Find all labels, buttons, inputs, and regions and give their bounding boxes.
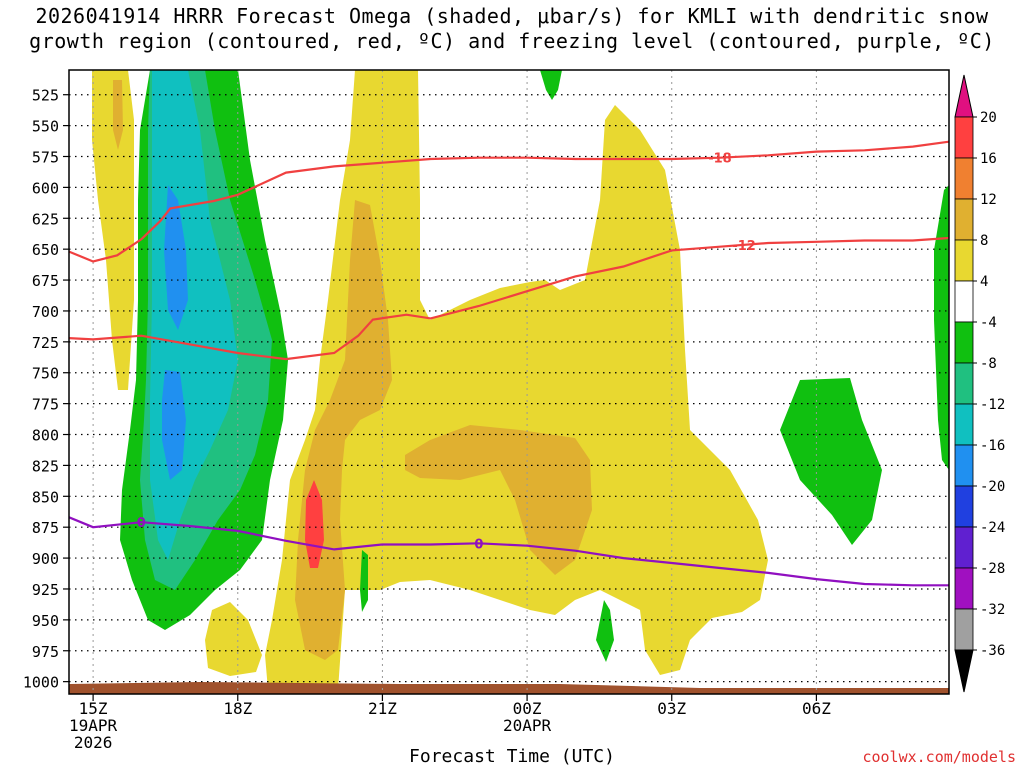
omega-rising-area-bottom-left [205, 602, 262, 676]
y-tick-label: 800 [32, 427, 59, 445]
y-tick-label: 775 [32, 396, 59, 414]
colorbar-segment [954, 362, 974, 405]
y-tick-label: 550 [32, 118, 59, 136]
contour-label: 0 [137, 516, 146, 531]
colorbar-label: 16 [980, 151, 997, 167]
contour-label: 0 [474, 537, 483, 552]
y-tick-label: 950 [32, 612, 59, 630]
y-tick-label: 850 [32, 488, 59, 506]
colorbar-label: -36 [980, 643, 1005, 659]
omega-sinking-area-blue [164, 185, 188, 330]
x-tick-label: 03Z [657, 699, 686, 718]
colorbar-label: 20 [980, 110, 997, 126]
y-tick-label: 625 [32, 210, 59, 228]
colorbar-label: -4 [980, 315, 997, 331]
contour-labels: -18 -12 0 0 [137, 152, 756, 553]
colorbar-segment [954, 116, 974, 159]
colorbar-label: -24 [980, 520, 1005, 536]
credit-text: coolwx.com/models [862, 748, 1016, 766]
title-line-2: growth region (contoured, red, ºC) and f… [29, 29, 995, 53]
y-tick-label: 875 [32, 519, 59, 537]
omega-rising-area-main [265, 70, 768, 690]
x-tick-label: 06Z [802, 699, 831, 718]
colorbar-segment [954, 608, 974, 651]
x-tick-label: 15Z [79, 699, 108, 718]
colorbar-label: -12 [980, 397, 1005, 413]
colorbar-segment [954, 198, 974, 241]
colorbar-label: -32 [980, 602, 1005, 618]
omega-sinking-area-top [540, 70, 562, 100]
colorbar-segment [954, 403, 974, 446]
x-tick-label: 21Z [368, 699, 397, 718]
y-tick-label: 825 [32, 457, 59, 475]
contour-label: -12 [732, 239, 756, 254]
colorbar-label: 4 [980, 274, 988, 290]
colorbar-label: -16 [980, 438, 1005, 454]
colorbar-segment [954, 239, 974, 282]
x-tick-label: 18Z [223, 699, 252, 718]
y-tick-label: 600 [32, 179, 59, 197]
x-axis-label: Forecast Time (UTC) [409, 746, 615, 767]
y-tick-label: 925 [32, 581, 59, 599]
colorbar-segment [954, 280, 974, 323]
ground-surface [69, 682, 949, 694]
contour-dgz-minus12 [69, 236, 949, 361]
colorbar-segment [954, 526, 974, 569]
y-tick-label: 675 [32, 272, 59, 290]
colorbar-segment [954, 321, 974, 364]
plot-frame [68, 69, 950, 695]
grid-lines [69, 70, 949, 694]
colorbar-label: 12 [980, 192, 997, 208]
title-line-1: 2026041914 HRRR Forecast Omega (shaded, … [35, 4, 989, 28]
omega-sinking-area-edge [934, 185, 949, 470]
y-tick-label: 525 [32, 87, 59, 105]
y-axis: 525 550 575 600 625 650 675 700 725 750 775 800 825 8… [23, 87, 69, 692]
y-tick-label: 750 [32, 365, 59, 383]
y-tick-label: 725 [32, 334, 59, 352]
y-tick-label: 1000 [23, 674, 59, 692]
chart-title: 2026041914 HRRR Forecast Omega (shaded, … [0, 4, 1024, 54]
omega-sinking-area-blue-2 [162, 370, 186, 480]
omega-sinking-area-small-2 [596, 600, 614, 662]
x-tick-label: 19APR [69, 716, 118, 735]
y-tick-label: 700 [32, 303, 59, 321]
x-tick-label: 00Z [513, 699, 542, 718]
x-tick-label: 20APR [503, 716, 552, 735]
colorbar: 20 16 12 8 4 -4 -8 -12 -16 -20 -24 -28 -32 -36 [954, 74, 1005, 693]
y-tick-label: 975 [32, 643, 59, 661]
y-tick-label: 650 [32, 241, 59, 259]
y-tick-label: 575 [32, 148, 59, 166]
contour-freezing-level-0 [69, 516, 949, 587]
colorbar-label: -8 [980, 356, 997, 372]
colorbar-label: -28 [980, 561, 1005, 577]
colorbar-segment [954, 444, 974, 487]
colorbar-label: 8 [980, 233, 988, 249]
x-tick-label: 2026 [74, 733, 113, 752]
y-tick-label: 900 [32, 550, 59, 568]
colorbar-label: -20 [980, 479, 1005, 495]
omega-moderate-rising-area-left [113, 80, 123, 150]
omega-moderate-rising-area-2 [405, 425, 592, 575]
colorbar-segment [954, 567, 974, 610]
omega-sinking-area-right [780, 378, 882, 545]
contour-lines [69, 140, 949, 587]
colorbar-segment [954, 485, 974, 528]
omega-rising-area-left [92, 70, 134, 390]
colorbar-segment [954, 157, 974, 200]
contour-label: -18 [708, 152, 732, 167]
omega-shading [69, 70, 949, 694]
colorbar-lower-arrow [954, 649, 974, 693]
omega-sinking-area-small-1 [360, 550, 368, 612]
contour-dgz-minus18 [69, 140, 949, 263]
colorbar-upper-arrow [954, 74, 974, 118]
